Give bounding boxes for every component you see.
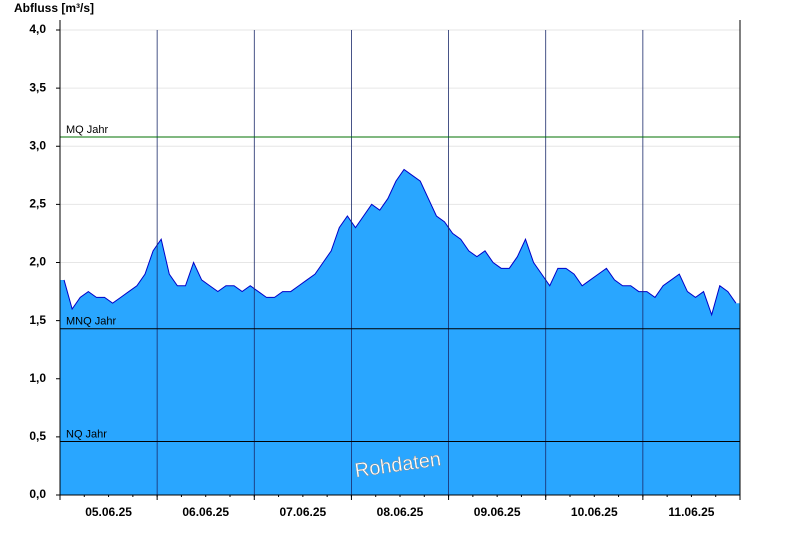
x-tick-label: 11.06.25 <box>668 505 714 519</box>
reference-label: MQ Jahr <box>66 124 109 136</box>
reference-label: MNQ Jahr <box>66 316 116 328</box>
x-tick-label: 10.06.25 <box>571 505 618 519</box>
x-tick-label: 09.06.25 <box>474 505 521 519</box>
y-tick-label: 1,0 <box>29 371 46 385</box>
y-tick-label: 1,5 <box>29 313 46 327</box>
y-tick-label: 3,0 <box>29 138 46 152</box>
chart-title: Abfluss [m³/s] <box>14 1 94 15</box>
reference-label: NQ Jahr <box>66 428 107 440</box>
y-tick-label: 2,0 <box>29 255 46 269</box>
x-tick-label: 05.06.25 <box>85 505 132 519</box>
y-tick-label: 2,5 <box>29 197 46 211</box>
y-tick-label: 3,5 <box>29 80 46 94</box>
y-tick-label: 0,0 <box>29 487 46 501</box>
x-tick-label: 06.06.25 <box>182 505 229 519</box>
x-tick-label: 07.06.25 <box>279 505 326 519</box>
x-tick-label: 08.06.25 <box>377 505 424 519</box>
y-tick-label: 4,0 <box>29 22 46 36</box>
y-tick-label: 0,5 <box>29 429 46 443</box>
line <box>63 168 737 317</box>
area <box>60 169 740 495</box>
